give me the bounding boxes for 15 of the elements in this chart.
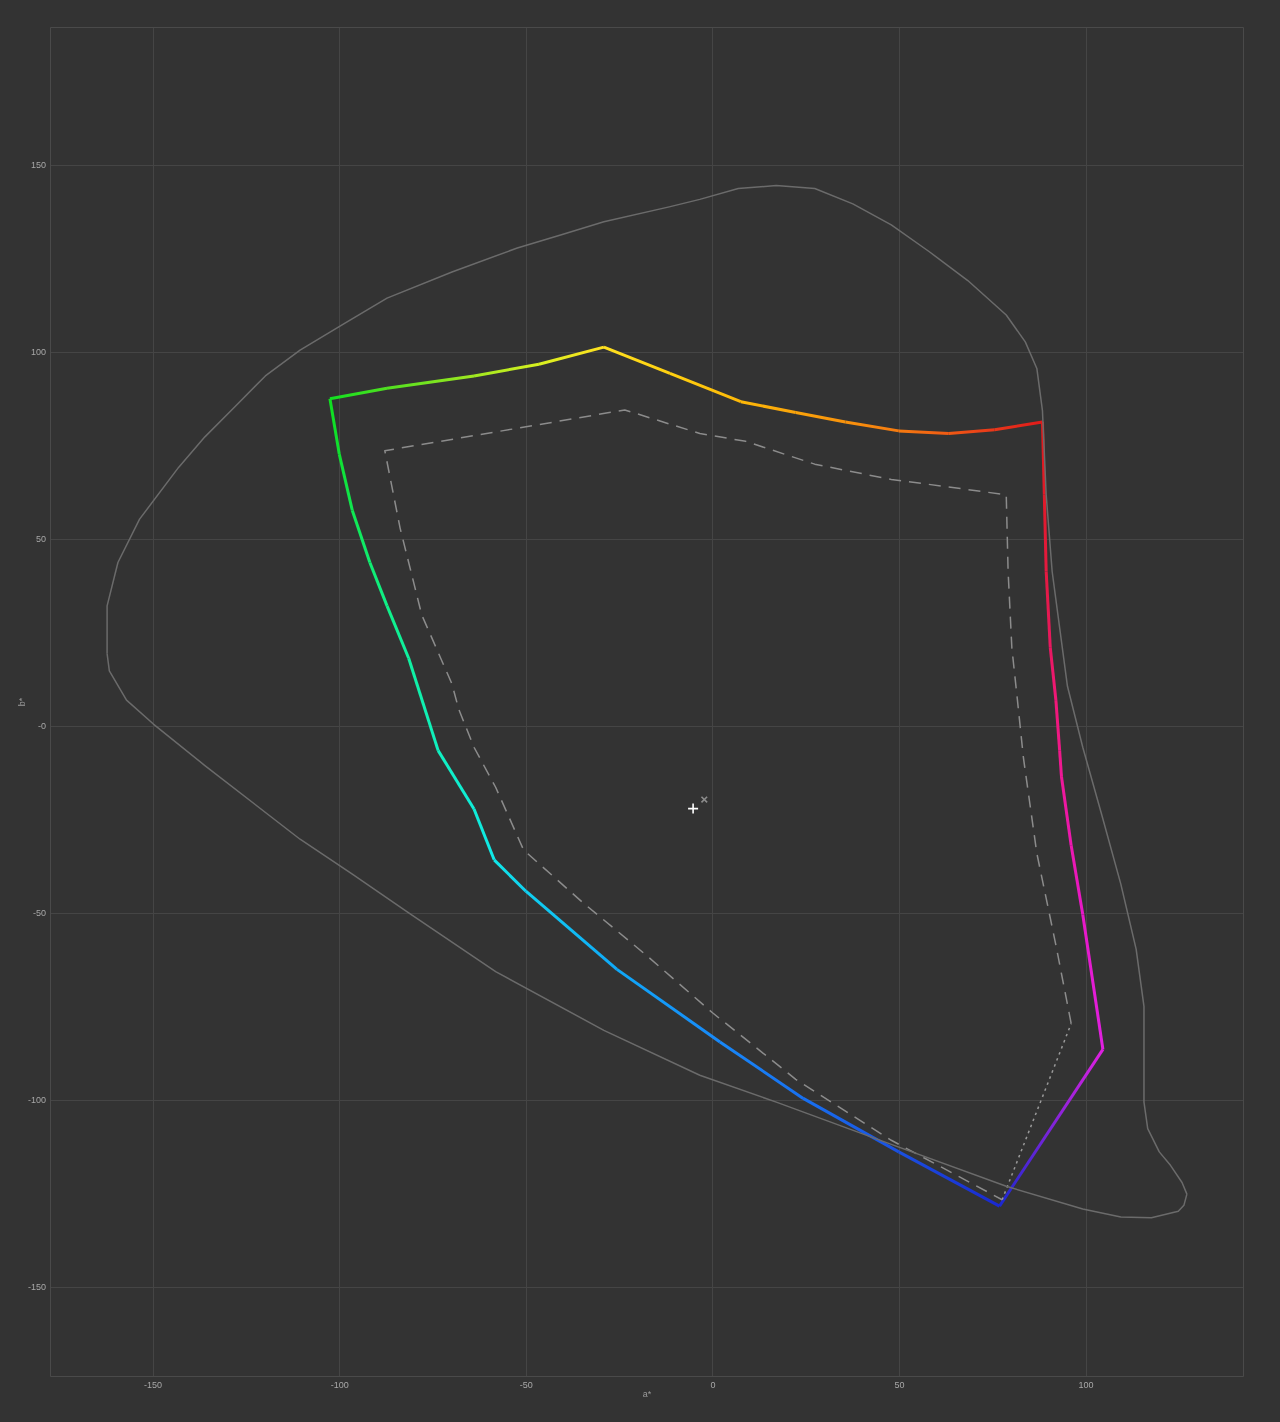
y-tick-label: -150	[27, 1281, 46, 1292]
x-tick-label: 100	[1078, 1379, 1094, 1390]
x-axis-title: a*	[642, 1389, 652, 1400]
x-tick-label: 0	[710, 1379, 716, 1390]
y-tick-label: 50	[35, 533, 46, 544]
y-tick-label: 150	[30, 159, 46, 170]
x-tick-label: -100	[330, 1379, 349, 1390]
x-tick-label: -50	[519, 1379, 533, 1390]
y-tick-label: -100	[27, 1094, 46, 1105]
x-tick-label: 50	[894, 1379, 905, 1390]
y-tick-label: -0	[37, 720, 46, 731]
x-tick-label: -150	[144, 1379, 163, 1390]
y-tick-label: -50	[32, 907, 46, 918]
y-tick-label: 100	[30, 346, 46, 357]
y-axis-title: b*	[16, 697, 27, 707]
